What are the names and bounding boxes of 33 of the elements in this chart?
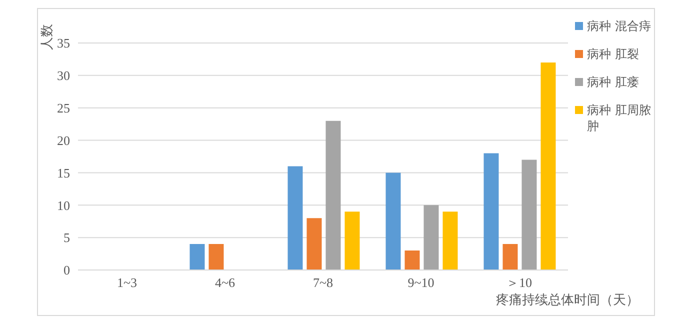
legend-label: 病种 肛瘘 [587,74,639,90]
y-tick-label: 25 [57,100,70,116]
bar [522,160,537,270]
y-tick-label: 10 [57,198,70,213]
bar [306,218,322,270]
bar [442,212,458,270]
bar [502,244,518,270]
y-tick-label: 5 [64,230,70,246]
x-tick-label: 1~3 [116,275,138,290]
legend-label: 病种 肛裂 [587,46,639,62]
y-tick-label: 0 [64,262,70,278]
bar [190,244,205,270]
bar [540,62,556,270]
y-tick-label: 30 [57,68,70,84]
y-tick-label: 15 [57,165,70,180]
bar [208,244,224,270]
legend-label: 病种 混合痔 [587,18,651,34]
bar [326,120,341,270]
y-tick-label: 20 [57,132,70,148]
bar [386,172,401,270]
bar [404,250,420,270]
y-tick-label: 35 [57,36,70,51]
bar [484,153,499,270]
x-tick-label: 7~8 [312,275,334,290]
bar [288,166,303,270]
x-tick-label: ＞10 [506,275,532,290]
y-axis-title: 人数 [39,24,56,50]
bar [344,212,360,270]
bar [424,205,439,270]
legend-label: 病种 肛周脓肿 [587,102,652,134]
x-axis-title: 疼痛持续总体时间（天） [496,292,639,309]
x-tick-label: 9~10 [408,275,434,290]
x-tick-label: 4~6 [214,275,236,290]
